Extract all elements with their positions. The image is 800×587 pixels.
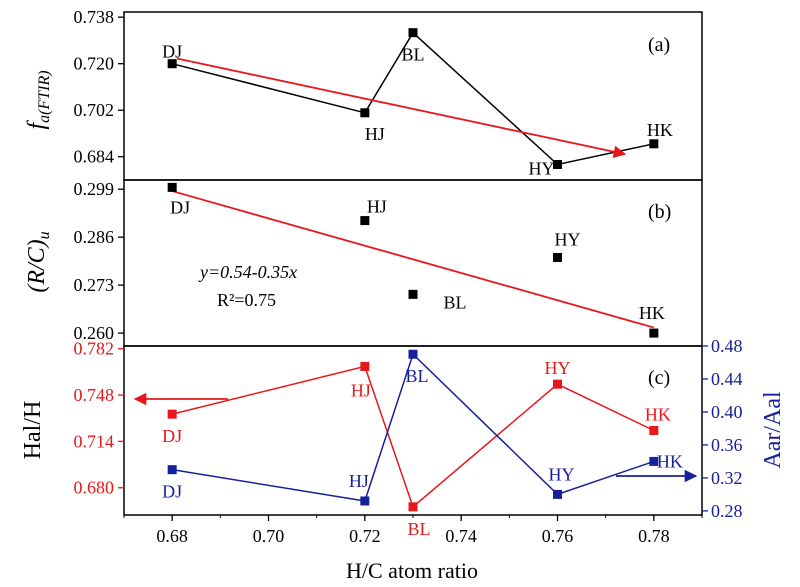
panel-b-ylabel: (R/C)u	[24, 231, 53, 292]
data-point	[167, 182, 177, 192]
data-point	[649, 426, 659, 435]
point-label: HY	[555, 229, 581, 249]
data-point	[360, 496, 370, 506]
x-tick-label: 0.70	[253, 526, 285, 546]
point-label: DJ	[162, 42, 182, 62]
point-label: HK	[639, 303, 665, 323]
data-point	[408, 28, 418, 38]
y-tick-label: 0.299	[74, 179, 115, 199]
point-label: HY	[529, 158, 555, 178]
point-label: HK	[657, 451, 683, 471]
data-point	[649, 328, 659, 338]
panel-frame-1	[123, 11, 703, 181]
y-tick-label-right: 0.44	[711, 369, 743, 389]
data-point	[553, 159, 562, 169]
y-tick-label-right: 0.36	[711, 435, 743, 455]
point-label: DJ	[162, 426, 182, 446]
point-label: DJ	[170, 197, 190, 217]
y-tick-label: 0.684	[74, 147, 115, 167]
data-point	[553, 489, 562, 499]
y-tick-label: 0.273	[74, 275, 115, 295]
y-tick-label: 0.738	[74, 7, 115, 27]
data-point	[167, 409, 177, 419]
panel-c-ylabel-left: Hal/H	[20, 401, 46, 460]
y-tick-label-right: 0.28	[711, 501, 743, 521]
data-point	[360, 361, 370, 371]
point-label: BL	[401, 45, 424, 65]
y-tick-label: 0.714	[74, 431, 115, 451]
y-tick-label-right: 0.32	[711, 468, 743, 488]
point-label: HJ	[365, 124, 385, 144]
y-tick-label: 0.680	[74, 478, 115, 498]
data-point	[408, 502, 418, 512]
panel-b-tag: (b)	[648, 201, 671, 223]
x-tick-label: 0.74	[445, 526, 477, 546]
point-label: HJ	[351, 380, 371, 400]
data-point	[360, 108, 370, 118]
panel-a-tag: (a)	[648, 34, 670, 56]
x-tick-label: 0.68	[156, 526, 188, 546]
data-point	[408, 349, 418, 359]
data-point	[553, 379, 562, 389]
y-tick-label: 0.782	[74, 339, 115, 359]
point-label: HY	[545, 358, 571, 378]
y-tick-label: 0.748	[74, 385, 115, 405]
data-markers	[167, 28, 659, 512]
point-label: BL	[443, 292, 466, 312]
x-axis-title: H/C atom ratio	[346, 558, 478, 583]
panel-frames	[118, 11, 708, 521]
data-point	[408, 289, 418, 299]
equation-text: y=0.54-0.35x	[198, 262, 297, 282]
y-tick-label: 0.286	[74, 227, 115, 247]
point-label: BL	[407, 519, 430, 539]
data-point	[167, 59, 177, 69]
r-squared-text: R²=0.75	[217, 290, 276, 310]
point-label: BL	[405, 366, 428, 386]
point-label: HJ	[349, 471, 369, 491]
fit-line-b	[171, 190, 655, 329]
panel-a-ylabel: fa(FTIR)	[24, 70, 53, 129]
data-point	[167, 465, 177, 475]
y-tick-label: 0.260	[74, 323, 115, 343]
point-label: HJ	[367, 197, 387, 217]
data-point	[649, 456, 659, 466]
point-label: DJ	[162, 482, 182, 502]
chart-text: 0.68 0.70 0.72 0.74 0.76 0.78 0.738 0.720 0.702 0…	[74, 7, 743, 546]
y-tick-label-right: 0.40	[711, 402, 743, 422]
panel-c-tag: (c)	[648, 367, 670, 389]
point-label: HK	[645, 405, 671, 425]
panel-c-ylabel-right: Aar/Aal	[760, 391, 786, 469]
point-label: HK	[647, 120, 673, 140]
x-tick-label: 0.76	[542, 526, 574, 546]
y-tick-label-right: 0.48	[711, 336, 743, 356]
y-tick-label: 0.702	[74, 100, 115, 120]
x-tick-label: 0.78	[638, 526, 670, 546]
data-point	[360, 216, 370, 226]
y-tick-label: 0.720	[74, 54, 115, 74]
x-tick-label: 0.72	[349, 526, 381, 546]
point-label: HY	[549, 464, 575, 484]
trend-arrow-a	[176, 57, 627, 158]
data-point	[553, 252, 562, 262]
data-point	[649, 139, 659, 149]
